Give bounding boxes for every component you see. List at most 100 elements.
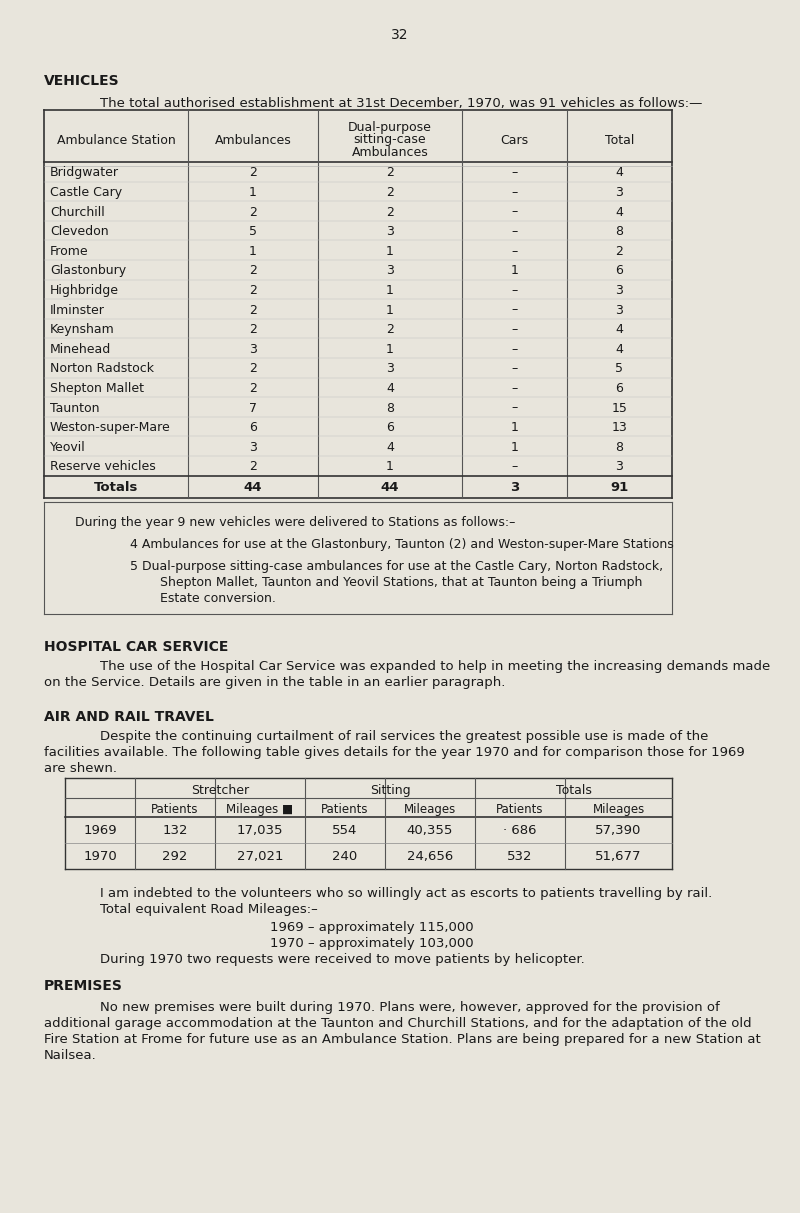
- Text: Ambulances: Ambulances: [214, 133, 291, 147]
- Text: are shewn.: are shewn.: [44, 762, 117, 775]
- Text: Clevedon: Clevedon: [50, 226, 109, 238]
- Text: 2: 2: [249, 166, 257, 180]
- Text: Highbridge: Highbridge: [50, 284, 119, 297]
- Text: 2: 2: [386, 205, 394, 218]
- Text: I am indebted to the volunteers who so willingly act as escorts to patients trav: I am indebted to the volunteers who so w…: [100, 887, 712, 900]
- Text: –: –: [511, 226, 518, 238]
- Text: Norton Radstock: Norton Radstock: [50, 363, 154, 375]
- Text: 6: 6: [615, 264, 623, 278]
- Text: 15: 15: [611, 402, 627, 415]
- Text: 1: 1: [386, 284, 394, 297]
- Text: Mileages: Mileages: [404, 803, 456, 815]
- Text: Estate conversion.: Estate conversion.: [160, 592, 276, 604]
- Text: 2: 2: [249, 363, 257, 375]
- Text: Mileages: Mileages: [592, 803, 645, 815]
- Text: 44: 44: [244, 482, 262, 494]
- Text: 132: 132: [162, 824, 188, 837]
- Text: 1970: 1970: [83, 850, 117, 864]
- Text: –: –: [511, 166, 518, 180]
- Text: 2: 2: [249, 382, 257, 395]
- Text: –: –: [511, 343, 518, 355]
- Text: 17,035: 17,035: [237, 824, 283, 837]
- Text: Shepton Mallet: Shepton Mallet: [50, 382, 144, 395]
- Text: 1: 1: [386, 460, 394, 473]
- Text: 7: 7: [249, 402, 257, 415]
- Text: Patients: Patients: [151, 803, 198, 815]
- Text: 3: 3: [615, 303, 623, 317]
- Text: –: –: [511, 402, 518, 415]
- Text: sitting-case: sitting-case: [354, 133, 426, 147]
- Text: –: –: [511, 205, 518, 218]
- Text: 1: 1: [249, 186, 257, 199]
- Text: Total equivalent Road Mileages:–: Total equivalent Road Mileages:–: [100, 902, 318, 916]
- Text: –: –: [511, 323, 518, 336]
- Text: Reserve vehicles: Reserve vehicles: [50, 460, 156, 473]
- Text: 3: 3: [510, 482, 519, 494]
- Text: Cars: Cars: [501, 133, 529, 147]
- Text: 4: 4: [615, 343, 623, 355]
- Text: 13: 13: [612, 421, 627, 434]
- Text: Castle Cary: Castle Cary: [50, 186, 122, 199]
- Text: 3: 3: [386, 264, 394, 278]
- Text: 2: 2: [249, 460, 257, 473]
- Text: 2: 2: [249, 323, 257, 336]
- Text: 1: 1: [510, 421, 518, 434]
- Text: 3: 3: [249, 343, 257, 355]
- Text: Nailsea.: Nailsea.: [44, 1048, 97, 1061]
- Text: 2: 2: [249, 284, 257, 297]
- Text: Sitting: Sitting: [370, 784, 410, 797]
- Text: Totals: Totals: [94, 482, 138, 494]
- Text: VEHICLES: VEHICLES: [44, 74, 120, 89]
- Text: 6: 6: [615, 382, 623, 395]
- Text: 8: 8: [386, 402, 394, 415]
- Text: 51,677: 51,677: [595, 850, 642, 864]
- Text: –: –: [511, 186, 518, 199]
- Text: –: –: [511, 460, 518, 473]
- Text: 554: 554: [332, 824, 358, 837]
- Text: During 1970 two requests were received to move patients by helicopter.: During 1970 two requests were received t…: [100, 952, 585, 966]
- Text: 44: 44: [381, 482, 399, 494]
- Text: Dual-purpose: Dual-purpose: [348, 120, 432, 133]
- Text: 3: 3: [386, 226, 394, 238]
- Text: 5: 5: [249, 226, 257, 238]
- Text: Fire Station at Frome for future use as an Ambulance Station. Plans are being pr: Fire Station at Frome for future use as …: [44, 1032, 761, 1046]
- Text: facilities available. The following table gives details for the year 1970 and fo: facilities available. The following tabl…: [44, 746, 745, 758]
- Text: additional garage accommodation at the Taunton and Churchill Stations, and for t: additional garage accommodation at the T…: [44, 1016, 752, 1030]
- Text: 1: 1: [249, 245, 257, 257]
- Text: Taunton: Taunton: [50, 402, 99, 415]
- Text: 3: 3: [615, 186, 623, 199]
- Text: 1970 – approximately 103,000: 1970 – approximately 103,000: [270, 936, 474, 950]
- Text: 3: 3: [615, 284, 623, 297]
- Text: AIR AND RAIL TRAVEL: AIR AND RAIL TRAVEL: [44, 710, 214, 724]
- Text: 292: 292: [162, 850, 188, 864]
- Text: 57,390: 57,390: [595, 824, 642, 837]
- Text: 6: 6: [386, 421, 394, 434]
- Text: HOSPITAL CAR SERVICE: HOSPITAL CAR SERVICE: [44, 639, 228, 654]
- Text: The use of the Hospital Car Service was expanded to help in meeting the increasi: The use of the Hospital Car Service was …: [100, 660, 770, 672]
- Text: 8: 8: [615, 226, 623, 238]
- Text: 24,656: 24,656: [407, 850, 453, 864]
- Text: 2: 2: [386, 323, 394, 336]
- Text: 1: 1: [510, 264, 518, 278]
- Text: 2: 2: [249, 205, 257, 218]
- Text: Frome: Frome: [50, 245, 89, 257]
- Text: Minehead: Minehead: [50, 343, 111, 355]
- Text: 240: 240: [332, 850, 358, 864]
- Text: 3: 3: [249, 440, 257, 454]
- Text: Totals: Totals: [555, 784, 591, 797]
- Text: 91: 91: [610, 482, 629, 494]
- Text: 4: 4: [615, 323, 623, 336]
- Text: –: –: [511, 284, 518, 297]
- Text: 3: 3: [386, 363, 394, 375]
- Text: on the Service. Details are given in the table in an earlier paragraph.: on the Service. Details are given in the…: [44, 676, 506, 689]
- Text: PREMISES: PREMISES: [44, 979, 123, 992]
- Text: Total: Total: [605, 133, 634, 147]
- Text: 32: 32: [391, 28, 409, 42]
- Text: Mileages ■: Mileages ■: [226, 803, 294, 815]
- Text: 2: 2: [249, 264, 257, 278]
- Text: Ilminster: Ilminster: [50, 303, 105, 317]
- Text: 4: 4: [386, 382, 394, 395]
- Text: 4: 4: [615, 166, 623, 180]
- Text: 4: 4: [615, 205, 623, 218]
- Text: 4 Ambulances for use at the Glastonbury, Taunton (2) and Weston-super-Mare Stati: 4 Ambulances for use at the Glastonbury,…: [130, 537, 674, 551]
